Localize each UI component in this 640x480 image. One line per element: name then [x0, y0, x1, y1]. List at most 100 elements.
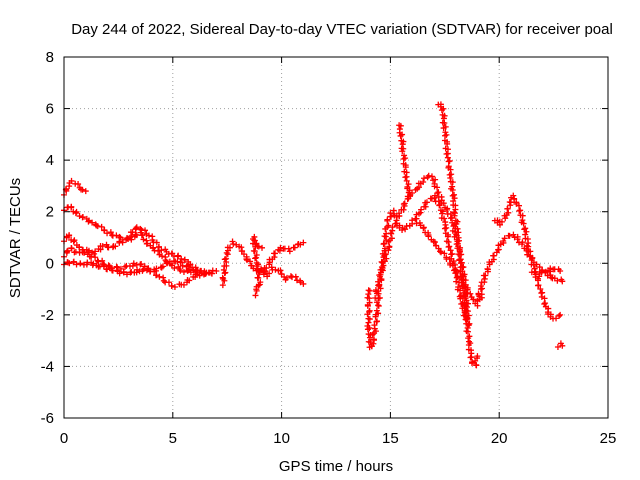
data-point: [175, 252, 182, 259]
data-point: [153, 265, 160, 272]
data-point: [454, 225, 461, 232]
data-point: [72, 210, 79, 217]
data-point: [155, 247, 162, 254]
data-point: [250, 265, 257, 272]
data-point: [366, 287, 373, 294]
x-tick-label: 25: [600, 430, 617, 447]
y-tick-label: 4: [46, 152, 54, 169]
data-point: [300, 239, 307, 246]
data-point: [133, 232, 140, 239]
data-point: [117, 265, 124, 272]
y-tick-label: 0: [46, 255, 54, 272]
data-point: [253, 251, 260, 258]
y-tick-label: 8: [46, 49, 54, 66]
data-point: [447, 261, 454, 268]
data-point: [226, 244, 233, 251]
data-point: [557, 311, 564, 318]
data-point: [524, 251, 531, 258]
data-point: [379, 264, 386, 271]
data-point: [158, 264, 165, 271]
data-point: [451, 212, 458, 219]
data-point: [453, 278, 460, 285]
data-point: [511, 195, 518, 202]
data-point: [542, 300, 549, 307]
data-point: [462, 302, 469, 309]
data-point: [457, 273, 464, 280]
data-point: [180, 281, 187, 288]
data-point: [559, 342, 566, 349]
data-point: [63, 248, 70, 255]
data-point: [431, 194, 438, 201]
data-point: [263, 265, 270, 272]
data-point: [90, 260, 97, 267]
data-point: [371, 322, 378, 329]
data-point: [443, 206, 450, 213]
x-axis-label: GPS time / hours: [279, 458, 393, 475]
data-point: [455, 229, 462, 236]
data-point: [420, 225, 427, 232]
data-point: [64, 247, 71, 254]
data-point: [559, 278, 566, 285]
data-point: [510, 192, 517, 199]
data-point: [445, 238, 452, 245]
grid-layer: [64, 57, 608, 418]
data-point: [443, 224, 450, 231]
data-point: [376, 281, 383, 288]
data-point: [257, 279, 264, 286]
data-point: [465, 335, 472, 342]
data-point: [375, 302, 382, 309]
data-point: [85, 217, 92, 224]
data-point: [433, 242, 440, 249]
data-point: [153, 239, 160, 246]
data-point: [420, 178, 427, 185]
data-point: [133, 224, 140, 231]
data-point: [138, 232, 145, 239]
data-point: [548, 274, 555, 281]
data-point: [138, 260, 145, 267]
data-point: [76, 213, 83, 220]
data-point: [268, 264, 275, 271]
plot-frame: [63, 56, 609, 419]
data-point: [98, 223, 105, 230]
data-point: [171, 265, 178, 272]
data-point: [68, 177, 75, 184]
data-point: [77, 260, 84, 267]
data-point: [447, 215, 454, 222]
data-point: [402, 226, 409, 233]
data-point: [284, 274, 291, 281]
data-point: [143, 267, 150, 274]
data-point: [72, 248, 79, 255]
data-point: [70, 258, 77, 265]
data-point: [525, 248, 532, 255]
data-point: [367, 339, 374, 346]
data-point: [400, 201, 407, 208]
data-point: [253, 240, 260, 247]
x-tick-label: 10: [273, 430, 290, 447]
data-point: [171, 284, 178, 291]
data-point: [438, 107, 445, 114]
data-point: [120, 269, 127, 276]
data-point: [474, 297, 481, 304]
data-point: [406, 187, 413, 194]
data-point: [291, 244, 298, 251]
data-point: [95, 258, 102, 265]
data-point: [377, 271, 384, 278]
y-tick-label: -2: [41, 307, 54, 324]
data-point: [449, 187, 456, 194]
data-point: [278, 270, 285, 277]
y-tick-label: 2: [46, 204, 54, 221]
data-point: [113, 232, 120, 239]
data-point: [364, 326, 371, 333]
data-point: [401, 200, 408, 207]
data-point: [75, 181, 82, 188]
data-point: [530, 261, 537, 268]
data-point: [370, 336, 377, 343]
data-point: [525, 243, 532, 250]
data-point: [405, 181, 412, 188]
data-point: [444, 233, 451, 240]
data-point: [402, 164, 409, 171]
data-point: [467, 354, 474, 361]
data-point: [247, 258, 254, 265]
data-point: [244, 257, 251, 264]
data-point: [180, 268, 187, 275]
